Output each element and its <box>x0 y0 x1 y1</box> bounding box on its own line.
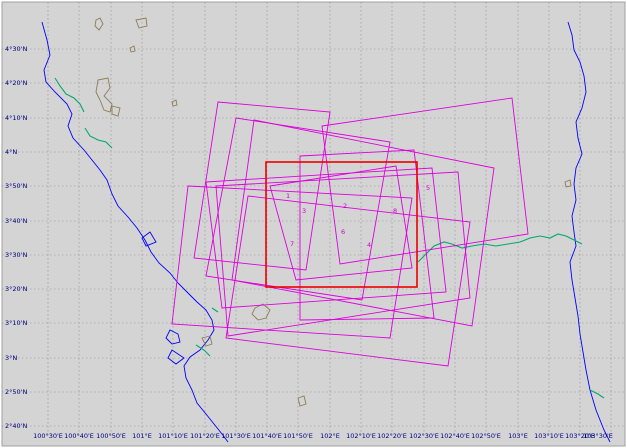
scene-labels: 1 2 3 4 5 6 7 8 <box>286 184 430 249</box>
longitude-label: 101°30'E <box>221 432 251 440</box>
latitude-label: 3°10'N <box>5 319 27 327</box>
scene-footprints <box>171 97 529 367</box>
footprint-9[interactable] <box>299 149 435 321</box>
longitude-label: 101°E <box>132 432 152 440</box>
island-7 <box>251 303 271 321</box>
longitude-label: 102°10'E <box>346 432 376 440</box>
island-8 <box>297 395 307 407</box>
latitude-label: 2°50'N <box>5 388 27 396</box>
coastline <box>41 21 611 443</box>
island-9 <box>201 335 213 347</box>
latitude-label: 4°20'N <box>5 79 27 87</box>
rivers <box>54 77 605 399</box>
longitude-label: 101°50'E <box>283 432 313 440</box>
island-4 <box>95 77 113 113</box>
longitude-label: 100°30'E <box>33 432 63 440</box>
river-small <box>195 307 219 357</box>
footprint-8[interactable] <box>321 97 529 265</box>
island-6 <box>171 99 178 107</box>
scene-label-1: 1 <box>286 192 290 200</box>
footprint-6[interactable] <box>225 195 471 367</box>
west-coastline <box>41 21 229 443</box>
longitude-label: 102°40'E <box>440 432 470 440</box>
latitude-label: 4°10'N <box>5 114 27 122</box>
penang-coast <box>165 329 181 345</box>
scene-label-3: 3 <box>302 207 306 215</box>
latitude-label: 4°30'N <box>5 45 27 53</box>
island-3 <box>129 45 136 53</box>
scene-label-8: 8 <box>393 207 397 215</box>
longitude-label: 103°20'E <box>565 432 595 440</box>
footprint-10[interactable] <box>269 165 413 281</box>
footprint-4[interactable] <box>171 185 413 339</box>
latitude-label: 3°30'N <box>5 251 27 259</box>
graticule <box>2 2 625 436</box>
longitude-label: 101°40'E <box>252 432 282 440</box>
latitude-label: 3°N <box>5 354 17 362</box>
island-1 <box>94 17 104 31</box>
scene-label-5: 5 <box>426 184 430 192</box>
longitude-label: 103°10'E <box>534 432 564 440</box>
latitude-label: 2°40'N <box>5 422 27 430</box>
longitude-label: 102°E <box>320 432 340 440</box>
river-west <box>84 127 113 149</box>
longitude-label: 100°50'E <box>96 432 126 440</box>
longitude-label: 102°50'E <box>471 432 501 440</box>
scene-label-6: 6 <box>341 228 345 236</box>
longitude-label: 101°10'E <box>158 432 188 440</box>
selected-area-rectangle[interactable] <box>265 161 418 288</box>
island-10 <box>564 179 572 188</box>
latitude-label: 3°20'N <box>5 285 27 293</box>
river-east <box>417 233 583 263</box>
longitude-label: 102°30'E <box>409 432 439 440</box>
longitude-label: 101°20'E <box>190 432 220 440</box>
island-2 <box>135 17 148 29</box>
latitude-label: 3°40'N <box>5 217 27 225</box>
longitude-label: 103°30'E <box>583 432 613 440</box>
latitude-label: 4°N <box>5 148 17 156</box>
scene-label-2: 2 <box>343 202 347 210</box>
river-north <box>54 77 85 113</box>
footprint-2[interactable] <box>205 117 391 301</box>
latitude-label: 3°50'N <box>5 182 27 190</box>
river-southeast <box>589 389 605 399</box>
footprint-1[interactable] <box>193 101 331 271</box>
islands <box>94 17 572 407</box>
latitude-labels: 4°30'N 4°20'N 4°10'N 4°N 3°50'N 3°40'N 3°30'N 3… <box>5 45 27 430</box>
footprint-5[interactable] <box>215 171 471 337</box>
longitude-label: 102°20'E <box>377 432 407 440</box>
scene-label-4: 4 <box>367 241 371 249</box>
longitude-labels: 100°30'E 100°40'E 100°50'E 101°E 101°10'E 101… <box>33 432 613 440</box>
scene-label-7: 7 <box>290 240 294 248</box>
estuary-coast <box>141 231 185 365</box>
longitude-label: 100°40'E <box>64 432 94 440</box>
east-coastline <box>567 21 611 443</box>
longitude-label: 103°E <box>508 432 528 440</box>
island-5 <box>111 105 121 117</box>
